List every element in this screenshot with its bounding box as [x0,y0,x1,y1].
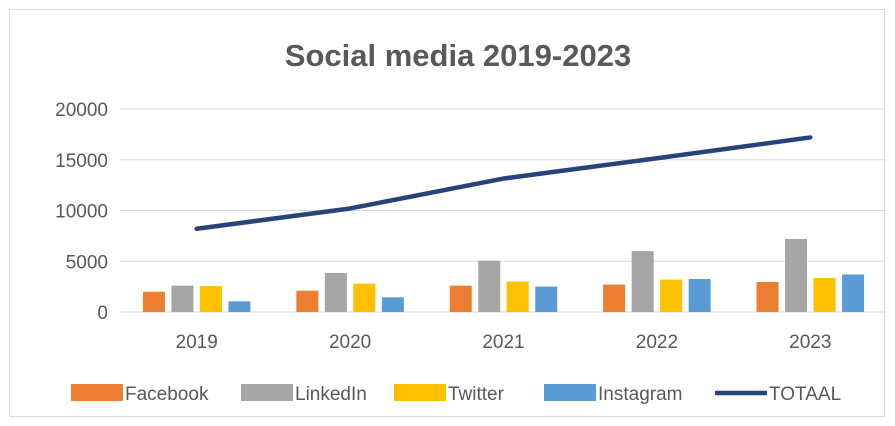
x-tick-label: 2022 [636,332,678,353]
gridlines [120,108,886,313]
x-tick-label: 2019 [176,332,218,353]
x-axis-ticks: 2019 2020 2021 2022 2023 [176,332,832,353]
bar-linkedin-2019 [171,285,194,312]
y-tick-label: 20000 [55,100,108,121]
legend-label-linkedin: LinkedIn [295,384,367,405]
bar-twitter-2022 [660,279,683,312]
bar-twitter-2019 [199,286,222,312]
bar-instagram-2020 [381,297,404,312]
bar-twitter-2023 [813,277,836,312]
legend-swatch-twitter [394,384,446,401]
bar-instagram-2023 [842,274,865,312]
y-axis-ticks: 0 5000 10000 15000 20000 [55,100,108,324]
bar-facebook-2021 [449,285,472,312]
chart-svg: Social media 2019-2023 0 5000 10000 15000 20… [55,38,886,405]
bar-instagram-2022 [688,279,711,312]
bar-linkedin-2020 [324,272,347,312]
bar-linkedin-2023 [785,238,808,312]
bar-facebook-2023 [756,282,779,312]
bar-linkedin-2021 [478,260,501,312]
total-line [194,135,813,232]
bar-facebook-2020 [296,290,319,312]
legend-label-twitter: Twitter [448,384,505,405]
y-tick-label: 5000 [66,252,108,273]
legend-label-instagram: Instagram [598,384,682,405]
legend: Facebook LinkedIn Twitter Instagram TOTAAL [71,384,841,405]
y-tick-label: 15000 [55,151,108,172]
x-tick-label: 2020 [329,332,371,353]
bar-instagram-2019 [228,301,251,312]
bar-facebook-2019 [142,291,165,312]
bars [142,238,865,312]
y-tick-label: 10000 [55,202,108,223]
line-totaal [194,135,813,232]
legend-swatch-instagram [544,384,596,401]
legend-swatch-linkedin [241,384,293,401]
bar-instagram-2021 [535,286,558,312]
bar-twitter-2020 [353,283,376,312]
x-tick-label: 2023 [789,332,831,353]
y-tick-label: 0 [97,303,108,324]
chart-title: Social media 2019-2023 [285,38,631,73]
bar-linkedin-2022 [631,251,654,312]
legend-label-facebook: Facebook [125,384,209,405]
x-tick-label: 2021 [482,332,524,353]
chart-frame: Social media 2019-2023 0 5000 10000 15000 20… [9,9,886,417]
legend-label-totaal: TOTAAL [769,384,841,405]
legend-swatch-facebook [71,384,123,401]
bar-twitter-2021 [506,281,529,312]
bar-facebook-2022 [603,284,626,312]
